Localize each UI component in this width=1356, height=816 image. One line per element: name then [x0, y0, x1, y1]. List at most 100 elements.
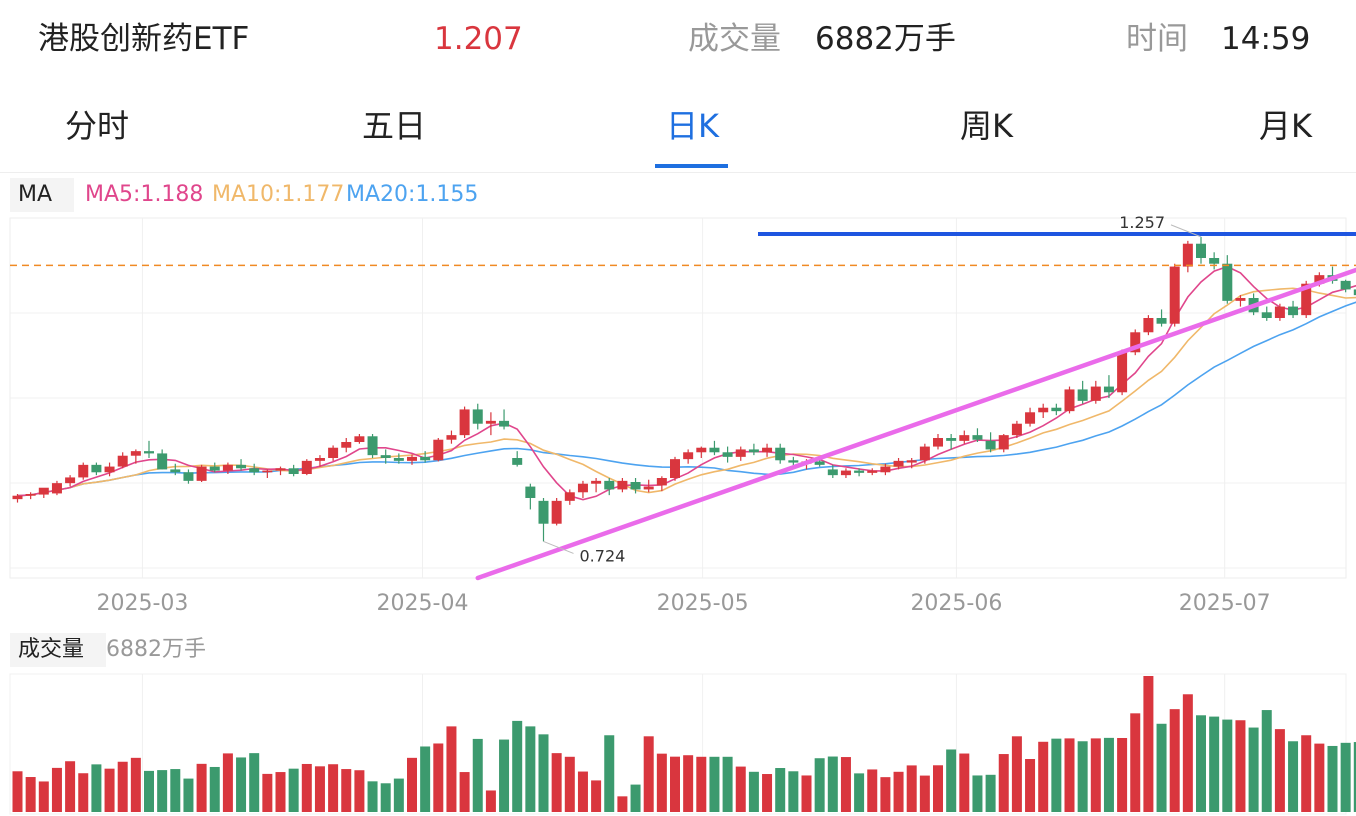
volume-bar [748, 771, 759, 812]
candle [1025, 407, 1036, 427]
candle-body [1274, 306, 1285, 318]
volume-bar [788, 771, 799, 812]
volume-bar [130, 757, 141, 812]
candle-body [1235, 298, 1246, 301]
volume-bar [972, 775, 983, 812]
volume-bar [249, 753, 260, 812]
candle-body [25, 494, 36, 496]
candle-body [1196, 243, 1206, 258]
volume-bar [1274, 729, 1285, 812]
volume-value: 6882万手 [815, 21, 956, 57]
volume-bar [1103, 737, 1114, 812]
last-price: 1.207 [434, 21, 523, 57]
volume-bar [459, 772, 470, 812]
candle [341, 438, 352, 453]
candle-body [91, 464, 102, 473]
candle [762, 443, 773, 457]
candle [591, 478, 602, 493]
candle-body [577, 483, 588, 493]
candle-body [314, 458, 325, 461]
candle [854, 468, 865, 477]
candle [249, 463, 260, 476]
candle-body [157, 453, 168, 470]
candle [1156, 309, 1167, 327]
candle-body [906, 460, 917, 463]
candle-body [367, 436, 378, 456]
tab-intraday[interactable]: 分时 [65, 107, 130, 145]
candle [1235, 295, 1246, 307]
candle [1209, 252, 1220, 270]
volume-bar [183, 778, 194, 812]
volume-bar [643, 736, 654, 812]
candle [183, 469, 194, 484]
tab-weekly-k[interactable]: 周K [960, 107, 1013, 145]
volume-bar [775, 768, 786, 812]
candle [354, 434, 365, 444]
volume-bar [196, 763, 207, 812]
candle-body [1156, 318, 1167, 324]
low-price-label: 0.724 [580, 546, 626, 565]
volume-bar [933, 765, 943, 812]
candle-body [170, 469, 181, 473]
candle [893, 458, 904, 470]
candle [735, 446, 746, 461]
volume-bar [328, 764, 339, 812]
volume-bar [1117, 737, 1128, 812]
volume-bar [564, 756, 575, 812]
candle [867, 468, 878, 476]
volume-bar [538, 734, 549, 812]
candle-body [380, 455, 391, 458]
candle-body [591, 480, 602, 484]
x-tick-label: 2025-03 [96, 591, 188, 616]
volume-chart[interactable] [0, 670, 1356, 816]
volume-bar [1314, 743, 1325, 812]
tab-daily-k[interactable]: 日K [666, 107, 719, 145]
candle [1143, 315, 1154, 336]
candle-body [1209, 258, 1220, 264]
candle-body [420, 456, 431, 461]
candle [12, 494, 23, 503]
candle-body [78, 464, 89, 478]
candle [946, 434, 957, 450]
volume-bar [525, 726, 536, 812]
volume-bar [1209, 716, 1220, 812]
volume-bar [78, 773, 89, 812]
volume-bar [1196, 715, 1206, 812]
candle [1196, 236, 1206, 264]
volume-bar [551, 753, 562, 812]
candle-body [722, 452, 733, 457]
candle [683, 449, 694, 464]
candle [696, 446, 707, 458]
volume-bar [420, 746, 431, 812]
candle-body [472, 409, 483, 424]
candle-body [525, 486, 536, 498]
candle [512, 451, 523, 467]
ma-tag[interactable]: MA [10, 178, 74, 212]
candlestick-chart[interactable]: 1.257 0.724 2025-03 2025-04 2025-05 2025-06 20… [0, 216, 1356, 626]
volume-bar [1169, 709, 1180, 812]
candle-body [446, 435, 457, 440]
volume-bar [65, 761, 76, 812]
candle [380, 449, 391, 464]
ma10-value: MA10:1.177 [212, 182, 345, 207]
volume-bar [814, 758, 825, 812]
ma20-value: MA20:1.155 [346, 182, 479, 207]
candle-body [1090, 386, 1101, 401]
active-tab-indicator [655, 164, 728, 168]
volume-bar [735, 766, 746, 812]
volume-bar [499, 739, 510, 812]
candle-body [1117, 352, 1128, 393]
candle-body [65, 477, 76, 484]
low-leader-line [543, 540, 574, 554]
candle [1038, 403, 1049, 418]
volume-bar [1340, 742, 1351, 812]
volume-bar [762, 774, 773, 812]
security-name: 港股创新药ETF [38, 21, 250, 57]
candle-body [683, 452, 694, 460]
candle [1103, 375, 1114, 398]
candle [262, 469, 273, 478]
candle [643, 479, 654, 493]
ma10-line [17, 287, 1356, 497]
tab-monthly-k[interactable]: 月K [1259, 107, 1312, 145]
tab-five-day[interactable]: 五日 [362, 107, 427, 145]
